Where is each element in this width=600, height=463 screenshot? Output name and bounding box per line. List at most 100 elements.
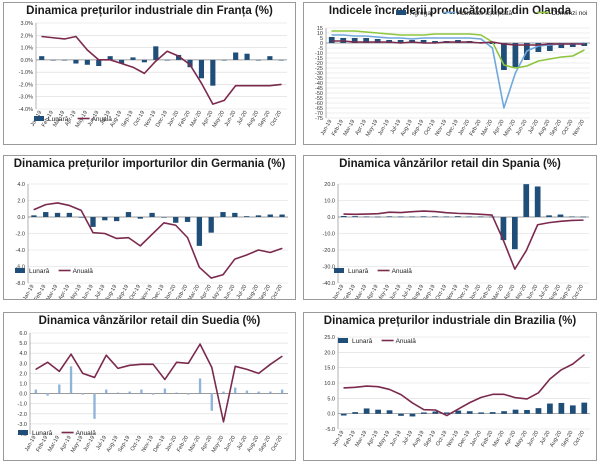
line-point <box>269 251 271 253</box>
line-point <box>548 222 550 224</box>
line-point <box>457 408 459 410</box>
bar-lunar- <box>175 392 178 394</box>
line-point <box>572 55 574 57</box>
bar-lunar- <box>39 56 45 60</box>
line-point <box>365 31 367 33</box>
line-point <box>549 43 551 45</box>
y-tick-label: -55 <box>315 96 323 102</box>
bar-lunar- <box>352 412 359 414</box>
line-point <box>434 409 436 411</box>
line-point <box>400 212 402 214</box>
legend-label: Lunară <box>348 268 369 275</box>
bar-lunar- <box>43 212 49 217</box>
line-point <box>246 85 248 87</box>
line-point <box>105 354 107 356</box>
bar-lunar- <box>105 389 108 394</box>
bar-agregat <box>351 38 358 43</box>
line-point <box>343 387 345 389</box>
chart-title: Dinamica prețurilor industriale din Braz… <box>323 315 577 327</box>
x-tick-label: Jun-19 <box>83 435 97 453</box>
y-tick-label: 0 <box>320 41 323 47</box>
line-point <box>526 65 528 67</box>
y-tick-label: 6.0 <box>19 331 27 337</box>
line-point <box>423 37 425 39</box>
x-tick-label: May-20 <box>210 284 224 299</box>
legend: Lunară Anuală <box>18 430 96 437</box>
bar-lunar- <box>198 59 204 79</box>
line-point <box>480 34 482 36</box>
bar-lunar- <box>93 393 96 419</box>
bar-agregat <box>374 39 381 43</box>
bar-lunar- <box>61 59 68 61</box>
y-tick-label: 1.0% <box>20 46 33 52</box>
legend-label: Agregat <box>410 10 433 17</box>
chart-svg: 20.010.00.0-10.0-20.0-30.0-40.0Jan-19Feb… <box>322 182 589 299</box>
line-point <box>469 402 471 404</box>
bar-lunar- <box>546 215 552 217</box>
y-tick-label: -20.0 <box>322 248 335 254</box>
bar-lunar- <box>69 366 73 394</box>
bar-lunar- <box>46 393 49 396</box>
line-point <box>434 33 436 35</box>
y-tick-label: 0.0 <box>19 392 27 398</box>
bar-lunar- <box>257 391 260 394</box>
line-point <box>457 41 459 43</box>
bar-lunar- <box>279 214 285 217</box>
line-point <box>400 37 402 39</box>
line-point <box>116 237 118 239</box>
x-tick-label: Jun-19 <box>389 430 403 448</box>
y-tick-label: -2.0 <box>16 232 25 238</box>
line-point <box>365 35 367 37</box>
bar-lunar- <box>278 59 284 61</box>
line-point <box>343 213 345 215</box>
line-point <box>480 42 482 44</box>
x-tick-label: Oct-20 <box>573 430 586 447</box>
line-point <box>64 38 66 40</box>
line-point <box>342 34 344 36</box>
bar-lunar- <box>511 217 518 250</box>
x-tick-label: Dec-19 <box>153 435 167 453</box>
chart-panel-spain-retail-sales: Dinamica vânzărilor retail din Spania (%… <box>303 155 597 300</box>
bar-lunar- <box>31 215 37 217</box>
line-point <box>246 368 248 370</box>
bar-lunar- <box>386 216 393 217</box>
line-point <box>152 363 154 365</box>
line-point <box>503 64 505 66</box>
y-tick-label: 2.0% <box>20 33 33 39</box>
x-tick-label: Sep-19 <box>116 284 130 299</box>
legend-label: Anuală <box>76 430 97 437</box>
legend-label: Anuală <box>92 116 113 123</box>
line-point <box>423 210 425 212</box>
bar-agregat <box>397 40 404 43</box>
line-point <box>514 44 516 46</box>
line-point <box>411 211 413 213</box>
line-point <box>331 34 333 36</box>
legend-label: Comenzi noi <box>551 10 587 17</box>
line-point <box>411 41 413 43</box>
x-tick-label: Jun-20 <box>527 430 541 448</box>
bar-lunar- <box>340 413 347 416</box>
line-point <box>480 38 482 40</box>
bar-lunar- <box>102 217 108 221</box>
line-point <box>257 249 259 251</box>
bar-lunar- <box>140 389 143 394</box>
chart-svg: 3.0%2.0%1.0%0.0%-1.0%-2.0%-3.0%-4.0%Jan-… <box>19 21 287 129</box>
line-point <box>41 36 43 38</box>
line-point <box>503 43 505 45</box>
legend-label: Lunară <box>32 430 53 437</box>
x-tick-label: Mar-19 <box>47 435 61 453</box>
line-anual- <box>33 202 283 279</box>
line-point <box>468 33 470 35</box>
line-point <box>198 266 200 268</box>
line-point <box>503 393 505 395</box>
line-point <box>388 37 390 39</box>
legend-swatch <box>18 430 28 435</box>
bar-lunar- <box>352 216 358 217</box>
y-tick-label: -20 <box>315 61 323 67</box>
bar-lunar- <box>267 56 273 60</box>
bar-lunar- <box>125 212 132 217</box>
bar-lunar- <box>267 214 273 217</box>
chart-panel-france-industrial-prices: Dinamica prețurilor industriale din Fran… <box>3 2 296 145</box>
legend: Lunară Anuală <box>334 268 412 275</box>
